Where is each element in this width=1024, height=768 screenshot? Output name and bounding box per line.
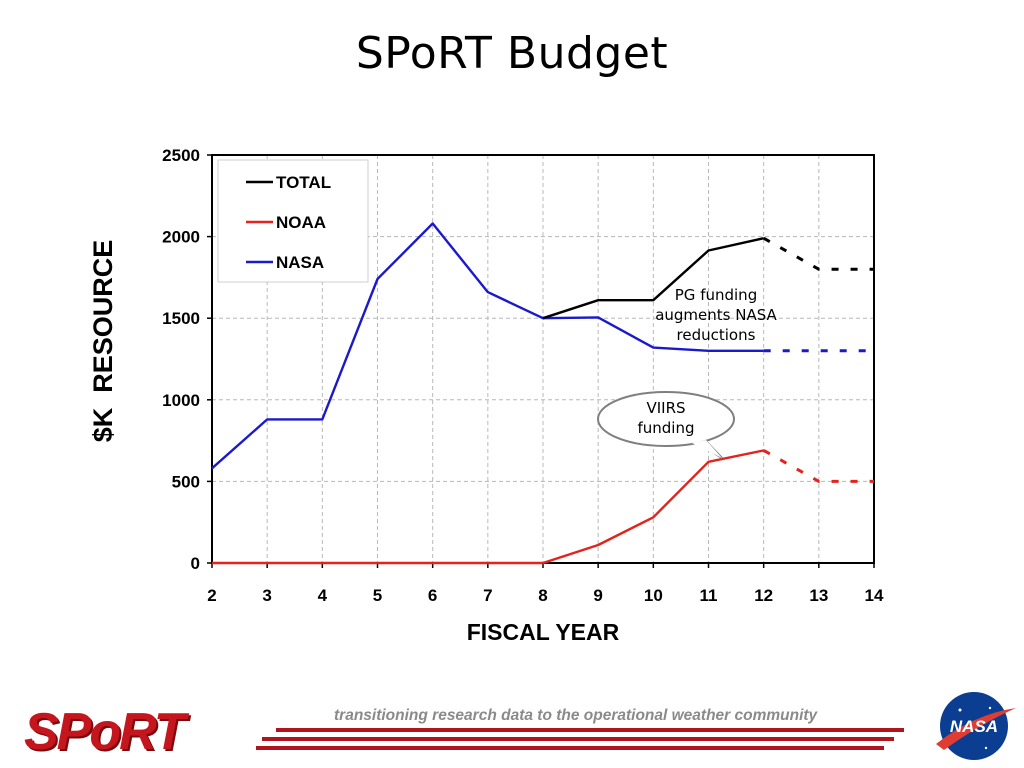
annotation-viirs-line: VIIRS bbox=[646, 399, 685, 417]
y-axis-title: $K RESOURCE bbox=[88, 240, 118, 443]
x-tick-label: 13 bbox=[809, 586, 828, 605]
x-tick-label: 14 bbox=[865, 586, 884, 605]
callout-viirs-bubble bbox=[597, 391, 735, 447]
x-tick-label: 7 bbox=[483, 586, 492, 605]
x-tick-label: 6 bbox=[428, 586, 437, 605]
annotation-pg-line: reductions bbox=[677, 326, 756, 344]
series-projection-total bbox=[762, 236, 874, 271]
legend-label-total: TOTAL bbox=[276, 173, 331, 192]
y-tick-label: 500 bbox=[172, 472, 200, 491]
series-projection-noaa bbox=[762, 449, 874, 483]
slide-title: SPoRT Budget bbox=[355, 28, 669, 79]
x-tick-label: 4 bbox=[318, 586, 328, 605]
footer-stripe-bottom bbox=[256, 746, 884, 750]
y-tick-label: 2000 bbox=[162, 228, 200, 247]
x-tick-label: 10 bbox=[644, 586, 663, 605]
legend-box bbox=[217, 159, 369, 283]
x-axis-title: FISCAL YEAR bbox=[467, 619, 620, 645]
nasa-logo: NASA bbox=[936, 692, 1016, 760]
x-tick-labels: 2 3 4 5 6 7 8 9 10 11 12 13 14 bbox=[207, 586, 884, 605]
y-tick-label: 1000 bbox=[162, 391, 200, 410]
footer-stripe-middle bbox=[262, 737, 894, 741]
callout-pointer-fill bbox=[692, 440, 722, 458]
legend-label-noaa: NOAA bbox=[276, 213, 326, 232]
x-tick-label: 8 bbox=[538, 586, 547, 605]
nasa-logo-chevron bbox=[936, 708, 1016, 750]
x-tick-label: 2 bbox=[207, 586, 216, 605]
series-line-noaa bbox=[212, 449, 764, 565]
series-layer bbox=[211, 222, 874, 565]
footer-tagline: transitioning research data to the opera… bbox=[334, 707, 818, 724]
legend: TOTAL NOAA NASA bbox=[217, 159, 369, 283]
footer-stripe-top bbox=[276, 728, 904, 732]
x-tick-label: 9 bbox=[593, 586, 602, 605]
y-tick-label: 0 bbox=[191, 554, 200, 573]
nasa-logo-text: NASA bbox=[950, 717, 998, 736]
y-tick-label: 2500 bbox=[162, 146, 200, 165]
x-tick-label: 12 bbox=[754, 586, 773, 605]
y-tick-label: 1500 bbox=[162, 309, 200, 328]
x-tick-label: 5 bbox=[373, 586, 382, 605]
legend-label-nasa: NASA bbox=[276, 253, 324, 272]
annotation-pg-line: augments NASA bbox=[655, 306, 777, 324]
sport-logo: SPoRT bbox=[24, 703, 186, 761]
series-line-total bbox=[542, 237, 764, 320]
annotation-pg-line: PG funding bbox=[675, 286, 757, 304]
x-tick-label: 11 bbox=[700, 586, 718, 605]
annotation-viirs-line: funding bbox=[637, 419, 694, 437]
x-tick-label: 3 bbox=[262, 586, 271, 605]
series-line-nasa bbox=[211, 222, 764, 470]
annotations: PG funding augments NASA reductions VIIRS fu… bbox=[597, 286, 778, 459]
y-tick-labels: 0 500 1000 1500 2000 2500 bbox=[162, 146, 200, 573]
